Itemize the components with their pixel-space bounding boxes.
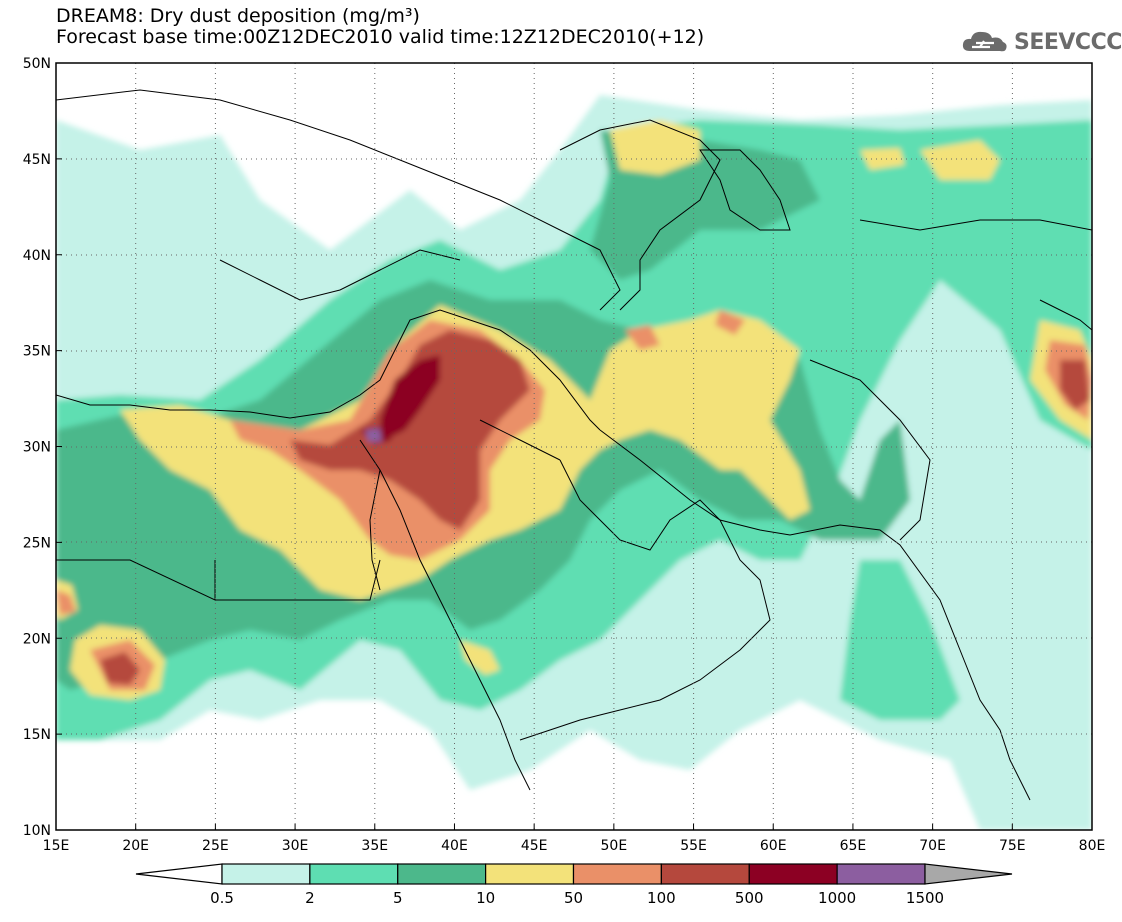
colorbar-level-label: 1500	[906, 889, 944, 907]
colorbar-max-triangle	[924, 863, 1013, 885]
dust-contour-100c	[1060, 360, 1090, 410]
colorbar-level-label: 5	[393, 889, 403, 907]
lat-tick-label: 45N	[23, 152, 51, 168]
lon-tick-label: 70E	[919, 838, 946, 854]
dust-contour-100b	[100, 652, 140, 685]
dust-contour-500	[380, 355, 440, 440]
logo-text: SEEVCCC	[1014, 29, 1122, 55]
colorbar-level-label: 0.5	[210, 889, 234, 907]
dust-contour-50d	[56, 590, 76, 615]
lat-tick-label: 25N	[23, 535, 51, 551]
dust-contour-10d	[610, 120, 700, 175]
cloud-icon	[962, 31, 1007, 52]
lat-tick-label: 50N	[23, 56, 51, 72]
colorbar-swatch	[660, 863, 750, 885]
map-subtitle: Forecast base time:00Z12DEC2010 valid ti…	[56, 26, 705, 48]
seevccc-logo: SEEVCCC	[960, 22, 1122, 62]
lon-tick-label: 25E	[202, 838, 229, 854]
dust-contour-10h	[460, 640, 500, 675]
lon-tick-label: 45E	[521, 838, 548, 854]
lon-tick-label: 75E	[999, 838, 1026, 854]
lat-tick-label: 20N	[23, 631, 51, 647]
lon-tick-label: 55E	[680, 838, 707, 854]
colorbar-swatch	[836, 863, 926, 885]
lat-tick-label: 30N	[23, 440, 51, 456]
dust-contour-50f	[625, 325, 660, 350]
colorbar-swatch	[572, 863, 662, 885]
colorbar-swatch	[485, 863, 575, 885]
dust-contour-2b	[840, 560, 960, 720]
dust-field	[56, 95, 1092, 830]
coastlines	[56, 89, 1092, 801]
dust-contour-100	[290, 330, 530, 530]
lon-tick-label: 80E	[1079, 838, 1106, 854]
lon-tick-label: 40E	[441, 838, 468, 854]
lon-tick-label: 65E	[840, 838, 867, 854]
lon-tick-label: 60E	[760, 838, 787, 854]
lat-tick-label: 40N	[23, 248, 51, 264]
colorbar-swatch	[309, 863, 399, 885]
colorbar-level-label: 2	[305, 889, 315, 907]
colorbar-level-label: 100	[647, 889, 676, 907]
lon-tick-label: 30E	[282, 838, 309, 854]
colorbar: 0.5 2 5 10 50 100 500 1000 1500	[135, 863, 1013, 907]
dust-contour-10f	[860, 148, 905, 170]
lon-tick-label: 15E	[43, 838, 70, 854]
colorbar-level-label: 10	[476, 889, 495, 907]
lat-tick-label: 15N	[23, 727, 51, 743]
dust-contour-10e	[920, 140, 1000, 180]
colorbar-min-triangle	[135, 863, 223, 885]
lon-tick-label: 20E	[122, 838, 149, 854]
colorbar-level-label: 500	[735, 889, 764, 907]
colorbar-swatch	[397, 863, 487, 885]
dust-contour-50e	[715, 310, 745, 335]
colorbar-swatch	[221, 863, 311, 885]
lon-tick-label: 50E	[601, 838, 628, 854]
colorbar-swatch	[748, 863, 838, 885]
dust-contour-1000	[365, 428, 382, 442]
axis-ticks: 15E 20E 25E 30E 35E 40E 45E 50E 55E 60E 65E 70E 75E 8…	[23, 56, 1106, 854]
map-title: DREAM8: Dry dust deposition (mg/m³)	[56, 5, 420, 27]
colorbar-level-label: 50	[564, 889, 583, 907]
lat-tick-label: 10N	[23, 823, 51, 839]
lat-tick-label: 35N	[23, 344, 51, 360]
lon-tick-label: 35E	[361, 838, 388, 854]
colorbar-level-label: 1000	[818, 889, 856, 907]
